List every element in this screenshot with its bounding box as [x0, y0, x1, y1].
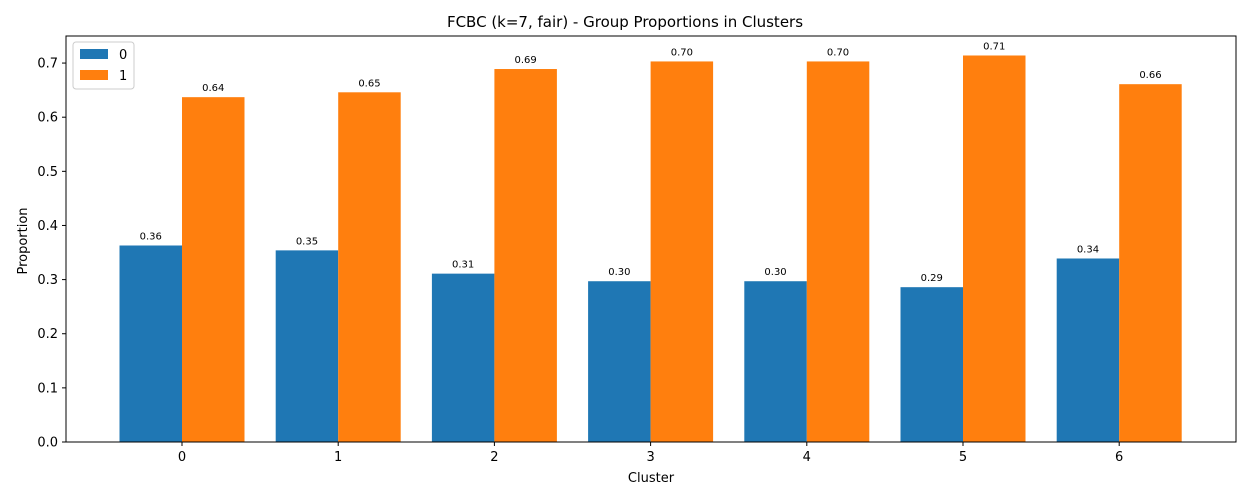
x-axis-label: Cluster	[628, 471, 675, 486]
legend-label-series-1: 1	[119, 69, 127, 84]
data-label-series-0-cluster-1: 0.35	[296, 236, 318, 247]
y-tick-label: 0.0	[37, 436, 58, 451]
y-tick-label: 0.7	[37, 57, 58, 72]
data-label-series-1-cluster-1: 0.65	[358, 78, 380, 89]
x-tick-label: 2	[490, 450, 498, 465]
bar-series-0-cluster-5	[900, 287, 963, 442]
bar-series-0-cluster-1	[275, 250, 339, 442]
data-labels-layer: 0.36 0.35 0.31 0.30 0.30 0.29 0.34 0.64 0.65 0.69…	[140, 41, 1162, 284]
y-tick-label: 0.4	[37, 219, 58, 234]
data-label-series-0-cluster-4: 0.30	[764, 267, 786, 278]
y-tick-label: 0.2	[37, 327, 58, 342]
bar-series-0-cluster-4	[744, 281, 807, 442]
x-tick-label: 3	[646, 450, 654, 465]
x-tick-label: 5	[959, 450, 967, 465]
legend-swatch-series-1	[80, 70, 108, 80]
x-axis: 0 1 2 3 4 5 6	[178, 442, 1123, 465]
bar-series-0-cluster-0	[119, 245, 182, 442]
x-tick-label: 1	[334, 450, 342, 465]
bar-series-1-cluster-2	[494, 69, 557, 442]
bar-series-1-cluster-1	[338, 92, 401, 442]
bar-series-1-cluster-4	[806, 61, 870, 443]
data-label-series-0-cluster-0: 0.36	[140, 231, 162, 242]
data-label-series-1-cluster-5: 0.71	[983, 41, 1005, 52]
y-tick-label: 0.3	[37, 273, 58, 288]
bar-series-1-cluster-6	[1119, 84, 1182, 443]
legend-label-series-0: 0	[119, 48, 127, 63]
y-axis: 0.0 0.1 0.2 0.3 0.4 0.5 0.6 0.7	[37, 57, 66, 451]
data-label-series-1-cluster-4: 0.70	[827, 47, 849, 58]
y-axis-label: Proportion	[16, 207, 31, 274]
legend-swatch-series-0	[80, 49, 108, 59]
chart-title: FCBC (k=7, fair) - Group Proportions in …	[447, 13, 803, 31]
data-label-series-1-cluster-6: 0.66	[1139, 70, 1161, 81]
data-label-series-1-cluster-3: 0.70	[671, 47, 693, 58]
x-tick-label: 6	[1115, 450, 1123, 465]
bar-series-0-cluster-3	[588, 281, 651, 442]
bar-series-1-cluster-0	[182, 97, 245, 443]
y-tick-label: 0.6	[37, 111, 58, 126]
legend: 01	[72, 41, 135, 90]
data-label-series-1-cluster-2: 0.69	[515, 55, 537, 66]
bar-series-0-cluster-2	[431, 273, 495, 442]
x-tick-label: 4	[803, 450, 811, 465]
y-tick-label: 0.5	[37, 165, 58, 180]
data-label-series-0-cluster-5: 0.29	[921, 273, 943, 284]
bar-series-1-cluster-5	[963, 55, 1026, 442]
y-tick-label: 0.1	[37, 381, 58, 396]
bars-layer	[119, 55, 1182, 443]
data-label-series-0-cluster-3: 0.30	[608, 267, 630, 278]
data-label-series-1-cluster-0: 0.64	[202, 83, 224, 94]
bar-series-1-cluster-3	[650, 61, 714, 443]
data-label-series-0-cluster-2: 0.31	[452, 260, 474, 271]
bar-series-0-cluster-6	[1056, 258, 1120, 442]
data-label-series-0-cluster-6: 0.34	[1077, 244, 1099, 255]
x-tick-label: 0	[178, 450, 186, 465]
